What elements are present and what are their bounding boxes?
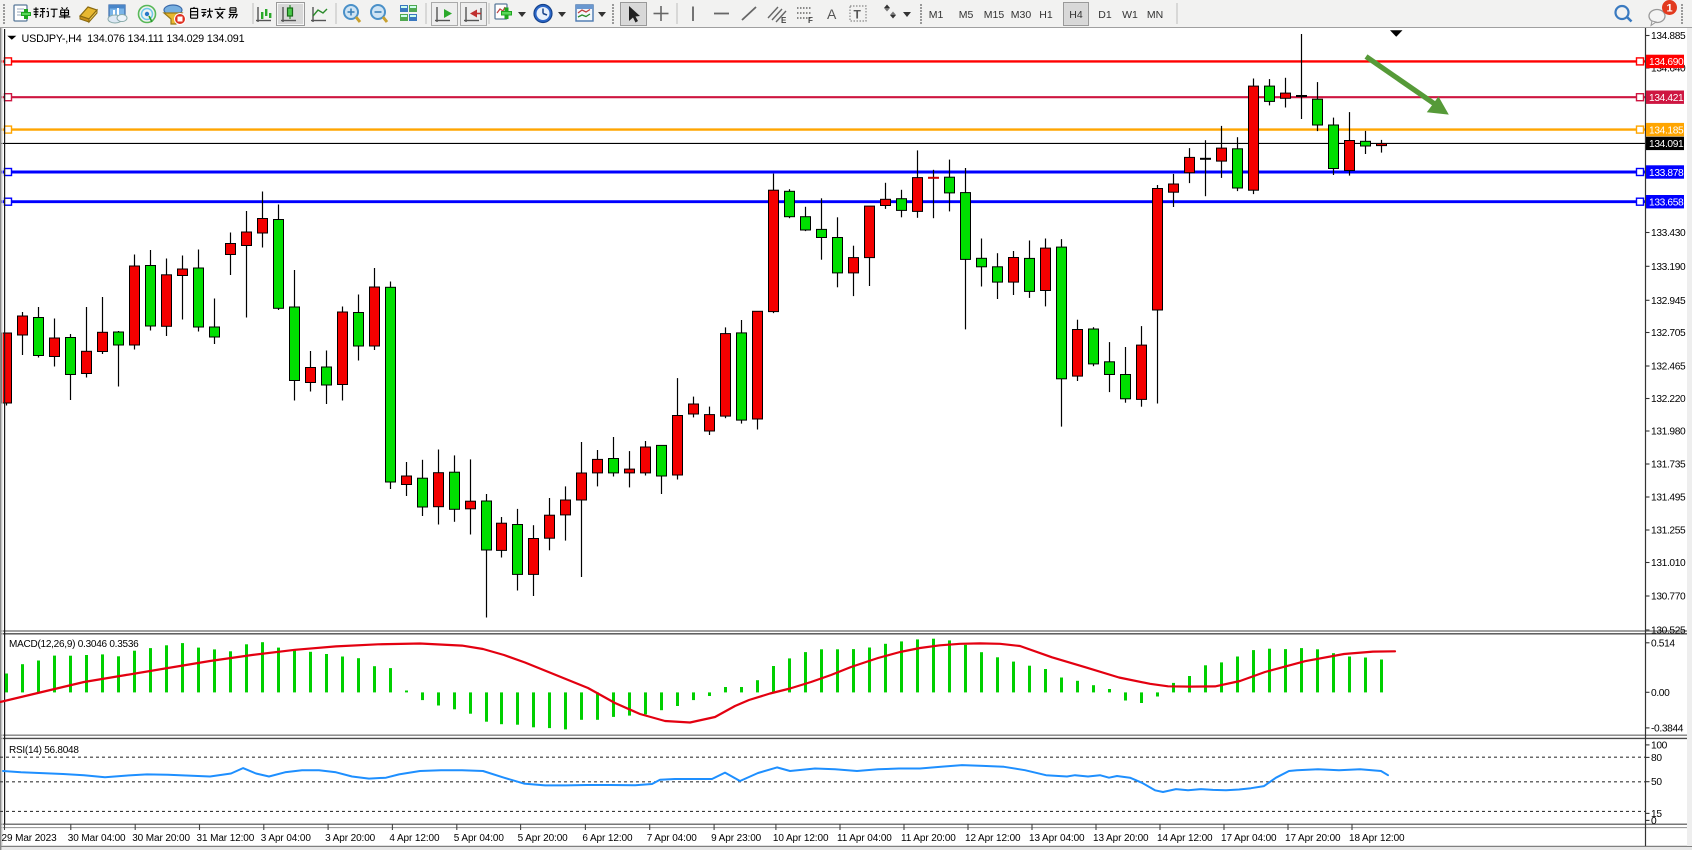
- svg-text:134.185: 134.185: [1649, 125, 1684, 136]
- svg-text:E: E: [781, 16, 787, 25]
- svg-text:133.658: 133.658: [1649, 198, 1684, 209]
- svg-text:M15: M15: [984, 9, 1005, 21]
- svg-text:133.878: 133.878: [1649, 168, 1684, 179]
- svg-text:MN: MN: [1147, 9, 1163, 21]
- svg-text:132.220: 132.220: [1651, 394, 1686, 405]
- svg-text:RSI(14) 56.8048: RSI(14) 56.8048: [9, 745, 79, 756]
- svg-text:131.255: 131.255: [1651, 526, 1686, 537]
- svg-text:3 Apr 04:00: 3 Apr 04:00: [261, 833, 312, 844]
- svg-text:M1: M1: [929, 9, 944, 21]
- svg-text:131.980: 131.980: [1651, 427, 1686, 438]
- svg-text:M30: M30: [1011, 9, 1032, 21]
- svg-text:134.640: 134.640: [1651, 64, 1686, 75]
- svg-text:H1: H1: [1039, 9, 1053, 21]
- svg-text:7 Apr 04:00: 7 Apr 04:00: [647, 833, 698, 844]
- svg-text:132.945: 132.945: [1651, 296, 1686, 307]
- svg-text:131.735: 131.735: [1651, 460, 1686, 471]
- svg-text:131.010: 131.010: [1651, 558, 1686, 569]
- svg-text:133.190: 133.190: [1651, 262, 1686, 273]
- svg-text:14 Apr 12:00: 14 Apr 12:00: [1157, 833, 1213, 844]
- svg-text:134.091: 134.091: [1649, 139, 1684, 150]
- svg-text:-0.3844: -0.3844: [1651, 723, 1684, 734]
- svg-text:80: 80: [1651, 753, 1662, 764]
- svg-text:USDJPY-,H4 134.076 134.111 13: USDJPY-,H4 134.076 134.111 134.029 134.0…: [22, 33, 245, 45]
- svg-text:0.514: 0.514: [1651, 638, 1675, 649]
- svg-text:130.525: 130.525: [1651, 626, 1686, 637]
- svg-text:50: 50: [1651, 777, 1662, 788]
- svg-text:M5: M5: [959, 9, 974, 21]
- svg-text:MACD(12,26,9) 0.3046 0.3536: MACD(12,26,9) 0.3046 0.3536: [9, 639, 139, 650]
- svg-text:11 Apr 04:00: 11 Apr 04:00: [837, 833, 892, 844]
- svg-text:17 Apr 20:00: 17 Apr 20:00: [1285, 833, 1341, 844]
- svg-text:31 Mar 12:00: 31 Mar 12:00: [197, 833, 255, 844]
- svg-text:9 Apr 23:00: 9 Apr 23:00: [711, 833, 762, 844]
- svg-text:0: 0: [1651, 816, 1657, 827]
- svg-text:0.00: 0.00: [1651, 688, 1670, 699]
- svg-text:5 Apr 04:00: 5 Apr 04:00: [454, 833, 505, 844]
- svg-text:132.465: 132.465: [1651, 362, 1686, 373]
- svg-text:1: 1: [1666, 3, 1672, 15]
- svg-text:18 Apr 12:00: 18 Apr 12:00: [1349, 833, 1405, 844]
- svg-text:W1: W1: [1122, 9, 1138, 21]
- svg-text:134.885: 134.885: [1651, 31, 1686, 42]
- svg-text:T: T: [854, 8, 862, 22]
- svg-text:F: F: [808, 16, 813, 25]
- svg-text:131.495: 131.495: [1651, 493, 1686, 504]
- svg-text:134.690: 134.690: [1649, 57, 1684, 68]
- svg-text:6 Apr 12:00: 6 Apr 12:00: [582, 833, 633, 844]
- svg-text:15: 15: [1651, 809, 1662, 820]
- svg-text:11 Apr 20:00: 11 Apr 20:00: [901, 833, 956, 844]
- svg-text:10 Apr 12:00: 10 Apr 12:00: [773, 833, 829, 844]
- svg-text:29 Mar 2023: 29 Mar 2023: [2, 833, 58, 844]
- svg-text:4 Apr 12:00: 4 Apr 12:00: [389, 833, 440, 844]
- svg-text:A: A: [827, 6, 837, 22]
- svg-text:3 Apr 20:00: 3 Apr 20:00: [325, 833, 376, 844]
- svg-text:5 Apr 20:00: 5 Apr 20:00: [518, 833, 569, 844]
- svg-text:133.430: 133.430: [1651, 228, 1686, 239]
- svg-text:H4: H4: [1069, 9, 1083, 21]
- svg-text:30 Mar 20:00: 30 Mar 20:00: [132, 833, 190, 844]
- svg-text:30 Mar 04:00: 30 Mar 04:00: [68, 833, 126, 844]
- svg-text:12 Apr 12:00: 12 Apr 12:00: [965, 833, 1021, 844]
- svg-text:134.421: 134.421: [1649, 93, 1684, 104]
- svg-text:100: 100: [1651, 740, 1668, 751]
- svg-text:130.770: 130.770: [1651, 592, 1686, 603]
- svg-text:17 Apr 04:00: 17 Apr 04:00: [1221, 833, 1277, 844]
- svg-text:132.705: 132.705: [1651, 328, 1686, 339]
- svg-text:13 Apr 04:00: 13 Apr 04:00: [1029, 833, 1085, 844]
- svg-text:13 Apr 20:00: 13 Apr 20:00: [1093, 833, 1149, 844]
- svg-text:D1: D1: [1098, 9, 1112, 21]
